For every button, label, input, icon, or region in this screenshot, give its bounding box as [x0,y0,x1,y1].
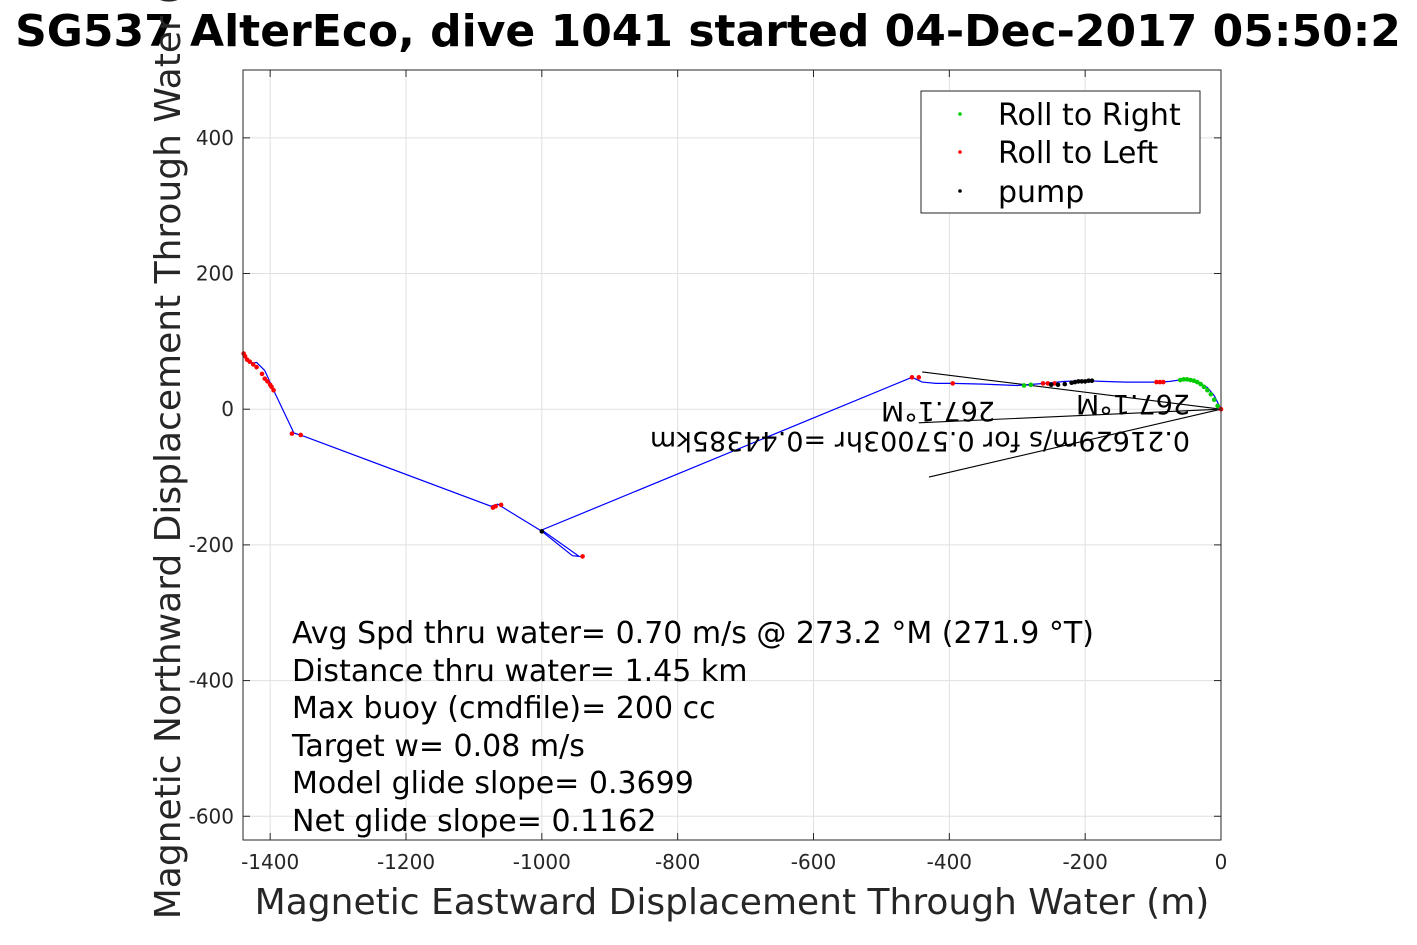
roll-left-marker [262,376,268,381]
roll-left-marker [267,382,273,388]
current-vector-line [922,371,1222,410]
x-tick-label: 0 [1215,850,1228,874]
roll-left-marker [1160,379,1166,385]
pump-marker [1079,379,1085,384]
x-tick-label: -1000 [513,850,571,874]
legend: Roll to Right Roll to Left pump [920,90,1201,214]
legend-label: Roll to Left [998,136,1158,171]
y-tick-label: -200 [189,533,234,557]
stats-line: Distance thru water= 1.45 km [292,654,747,689]
y-tick-label: -400 [189,669,234,693]
legend-label: pump [998,175,1084,210]
roll-right-marker [1028,382,1034,388]
roll-left-marker [916,375,922,380]
x-tick-label: -200 [1062,850,1107,874]
roll-left-marker [909,375,915,380]
pump-marker [1069,380,1074,386]
legend-box [920,90,1201,214]
pump-marker [1062,381,1068,387]
roll-left-marker [490,505,496,510]
roll-left-marker [580,554,585,559]
stats-line: Max buoy (cmdfile)= 200 cc [292,691,716,726]
flipped-annotations: 0.21629m/s for 0.57003hr =0.44385km 267.… [650,388,1190,456]
heading-annotation: 267.1°M [1076,388,1190,419]
chart-title: SG537 AlterEco, dive 1041 started 04-Dec… [15,6,1401,57]
pump-marker [1048,382,1054,388]
roll-right-marker [1201,384,1207,390]
roll-left-marker [259,371,265,377]
x-tick-label: -400 [927,850,972,874]
legend-marker-roll-right [958,112,962,116]
y-tick-label: 200 [196,262,234,286]
stats-line: Model glide slope= 0.3699 [292,766,694,801]
plot-frame [242,69,1222,841]
heading-annotation: 267.1°M [881,395,995,426]
pump-marker [1089,378,1095,384]
roll-left-marker [244,357,250,362]
x-tick-label: -1400 [241,850,299,874]
y-tick-label: -600 [189,804,234,828]
roll-left-marker [1154,379,1159,385]
series [241,351,1224,559]
roll-left-marker [298,432,304,438]
roll-right-marker [1205,387,1210,393]
roll-left-marker [289,431,295,436]
roll-right-marker [1184,377,1190,382]
x-tick-label: -800 [655,850,700,874]
roll-left-marker [254,364,259,370]
pump-marker [1055,382,1061,388]
roll-left-marker [1157,379,1163,385]
roll-left-marker [271,387,276,393]
roll-right-marker [1215,403,1220,409]
x-tick-label: -600 [791,850,836,874]
current-speed-annotation: 0.21629m/s for 0.57003hr =0.44385km [650,425,1190,456]
legend-marker-pump [958,189,962,193]
stats-line: Net glide slope= 0.1162 [292,804,656,839]
x-tick-label: -1200 [377,850,435,874]
roll-left-marker [250,362,256,367]
y-tick-label: 0 [221,397,234,421]
stats-line: Avg Spd thru water= 0.70 m/s @ 273.2 °M … [292,616,1094,651]
roll-right-marker [1198,381,1203,387]
roll-left-marker [1040,381,1046,386]
roll-right-marker [1021,383,1027,388]
pump-marker [539,529,545,534]
stats-line: Target w= 0.08 m/s [291,729,585,764]
roll-right-marker [1177,377,1183,383]
y-axis-label: Magnetic Northward Displacement Through … [148,0,189,919]
annotation-stats: Avg Spd thru water= 0.70 m/s @ 273.2 °M … [291,616,1094,839]
pump-marker [1082,379,1088,384]
roll-right-marker [1211,397,1217,403]
x-axis-label: Magnetic Eastward Displacement Through W… [255,882,1210,923]
roll-left-marker [241,351,246,356]
legend-label: Roll to Right [998,98,1181,133]
roll-left-marker [498,502,504,508]
current-vector-line [918,408,1222,424]
roll-right-marker [1208,391,1214,397]
ticks: -1400 -1200 -1000 -800 -600 -400 -200 0 -600 -400… [189,70,1228,874]
roll-left-marker [950,381,956,386]
current-vector-line [928,408,1222,478]
y-tick-label: 400 [196,126,234,150]
legend-marker-roll-left [958,150,962,154]
